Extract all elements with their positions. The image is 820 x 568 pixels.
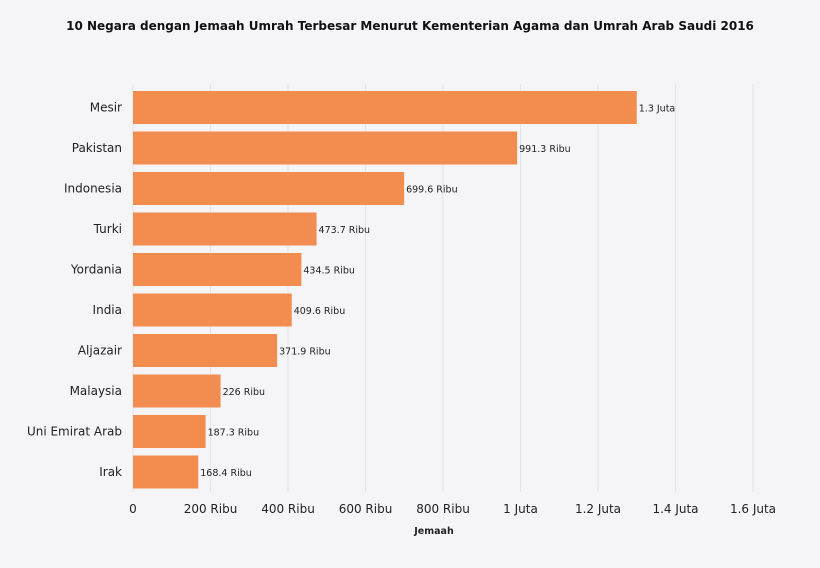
bar bbox=[133, 253, 302, 286]
bar bbox=[133, 334, 278, 367]
data-label: 434.5 Ribu bbox=[303, 266, 355, 277]
bar bbox=[133, 293, 292, 327]
category-label: Pakistan bbox=[72, 141, 122, 155]
data-label: 409.6 Ribu bbox=[294, 306, 346, 317]
data-label: 991.3 Ribu bbox=[519, 144, 571, 155]
category-label: Uni Emirat Arab bbox=[27, 425, 122, 439]
bar bbox=[133, 131, 518, 165]
data-label: 187.3 Ribu bbox=[208, 428, 260, 439]
category-label: Malaysia bbox=[70, 384, 122, 398]
category-label: Aljazair bbox=[78, 344, 122, 358]
x-tick-label: 1.4 Juta bbox=[652, 502, 698, 516]
category-label: Indonesia bbox=[64, 182, 122, 196]
category-label: Turki bbox=[93, 222, 122, 236]
x-axis-title: Jemaah bbox=[413, 526, 454, 537]
category-label: India bbox=[93, 303, 122, 317]
bar bbox=[133, 172, 405, 205]
x-tick-label: 1.6 Juta bbox=[730, 502, 776, 516]
chart-title: 10 Negara dengan Jemaah Umrah Terbesar M… bbox=[66, 19, 754, 33]
data-label: 1.3 Juta bbox=[639, 104, 676, 115]
category-label: Mesir bbox=[90, 101, 122, 115]
bar bbox=[133, 91, 637, 124]
data-label: 371.9 Ribu bbox=[279, 347, 331, 358]
x-tick-label: 800 Ribu bbox=[416, 502, 470, 516]
bar bbox=[133, 212, 317, 246]
x-tick-label: 1 Juta bbox=[503, 502, 538, 516]
x-tick-label: 200 Ribu bbox=[184, 502, 238, 516]
bar bbox=[133, 455, 199, 489]
x-tick-label: 400 Ribu bbox=[261, 502, 315, 516]
category-label: Yordania bbox=[70, 263, 122, 277]
category-label: Irak bbox=[99, 465, 122, 479]
bar bbox=[133, 415, 206, 448]
data-label: 473.7 Ribu bbox=[319, 225, 371, 236]
bar bbox=[133, 374, 221, 408]
x-tick-label: 1.2 Juta bbox=[575, 502, 621, 516]
data-label: 168.4 Ribu bbox=[200, 468, 252, 479]
x-tick-label: 600 Ribu bbox=[339, 502, 393, 516]
data-label: 699.6 Ribu bbox=[406, 185, 458, 196]
data-label: 226 Ribu bbox=[223, 387, 265, 398]
x-tick-label: 0 bbox=[129, 502, 137, 516]
